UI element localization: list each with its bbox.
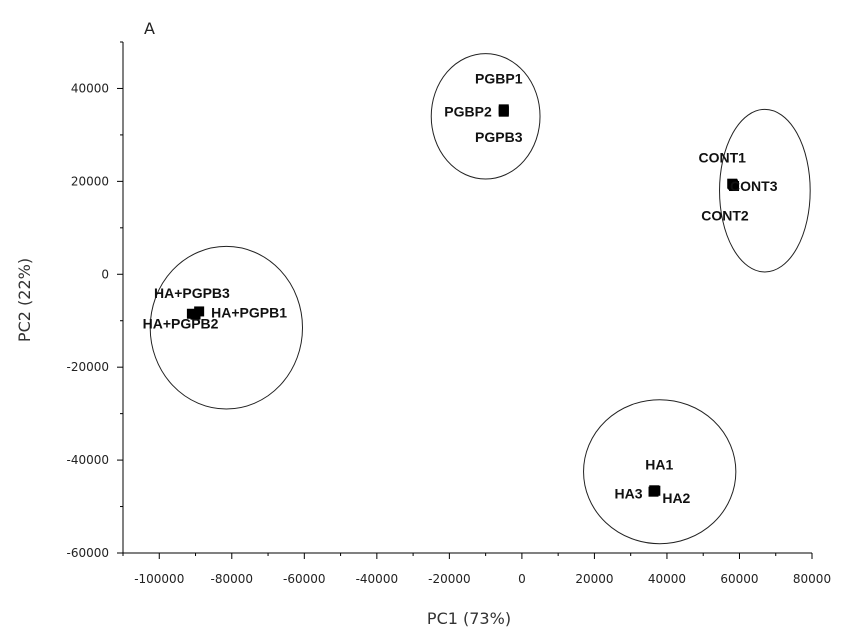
x-tick-label: 0 xyxy=(518,572,526,586)
y-tick-label: 40000 xyxy=(71,81,109,95)
cluster-ellipse xyxy=(583,399,737,545)
cluster-ellipses xyxy=(149,53,811,545)
point-label: HA2 xyxy=(662,490,690,506)
point-label: CONT3 xyxy=(730,178,778,194)
x-tick-label: 80000 xyxy=(793,572,831,586)
cluster-ellipse xyxy=(719,108,811,273)
y-ticks: -60000 -40000 -20000 0 20000 40000 xyxy=(66,41,123,560)
x-tick-label: -40000 xyxy=(356,572,399,586)
y-tick-label: -60000 xyxy=(66,546,109,560)
data-point xyxy=(650,485,661,496)
data-point xyxy=(190,309,201,320)
y-axis-title: PC2 (22%) xyxy=(15,258,34,342)
data-point xyxy=(498,105,509,116)
x-tick-label: 40000 xyxy=(648,572,686,586)
cluster-ellipse xyxy=(430,53,541,180)
point-label: HA+PGPB2 xyxy=(143,316,219,332)
axes xyxy=(122,42,812,554)
x-ticks: -100000 -80000 -60000 -40000 -20000 0 20000 400… xyxy=(122,553,831,586)
y-tick-label: -20000 xyxy=(66,360,109,374)
point-label: PGBP2 xyxy=(444,104,492,120)
point-labels: PGBP1 PGBP2 PGPB3 CONT1 CONT3 CONT2 HA+PGPB3 HA… xyxy=(143,70,778,505)
x-tick-label: -20000 xyxy=(428,572,471,586)
x-tick-label: -80000 xyxy=(211,572,254,586)
x-tick-label: -60000 xyxy=(283,572,326,586)
point-label: HA+PGPB1 xyxy=(211,304,287,320)
point-label: CONT1 xyxy=(698,150,746,166)
point-label: HA+PGPB3 xyxy=(154,285,230,301)
x-tick-label: 60000 xyxy=(720,572,758,586)
point-label: CONT2 xyxy=(701,208,749,224)
panel-label: A xyxy=(144,19,155,38)
point-label: PGBP1 xyxy=(475,70,523,86)
y-tick-label: 0 xyxy=(101,267,109,281)
cluster-ellipse xyxy=(149,245,304,410)
x-tick-label: -100000 xyxy=(134,572,184,586)
x-axis-title: PC1 (73%) xyxy=(427,609,511,628)
x-tick-label: 20000 xyxy=(575,572,613,586)
y-tick-label: 20000 xyxy=(71,174,109,188)
point-label: PGPB3 xyxy=(475,129,523,145)
y-tick-label: -40000 xyxy=(66,453,109,467)
point-label: HA3 xyxy=(615,486,643,502)
data-point xyxy=(727,179,738,190)
data-points xyxy=(186,104,740,497)
point-label: HA1 xyxy=(645,456,673,472)
